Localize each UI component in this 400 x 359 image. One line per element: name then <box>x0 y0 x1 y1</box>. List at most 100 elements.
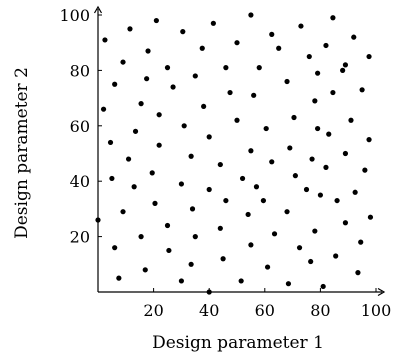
data-point <box>120 59 126 65</box>
data-point <box>330 15 336 21</box>
data-point <box>287 145 293 151</box>
data-point <box>100 106 107 112</box>
data-point <box>271 231 278 237</box>
data-point <box>263 125 269 132</box>
y-tick-label: 40 <box>70 172 90 191</box>
data-point <box>210 20 216 26</box>
data-point <box>144 76 150 82</box>
x-axis-title: Design parameter 1 <box>152 333 324 353</box>
data-point <box>348 117 354 123</box>
data-point <box>164 222 171 229</box>
x-tick-label: 40 <box>199 301 219 320</box>
data-point <box>112 245 118 251</box>
data-point <box>355 270 361 276</box>
data-point <box>181 123 187 129</box>
y-tick-label: 100 <box>59 6 90 25</box>
data-point <box>189 206 196 212</box>
x-tick-label: 60 <box>255 301 275 320</box>
data-point <box>284 209 290 215</box>
data-point <box>309 156 315 162</box>
data-point <box>333 253 339 259</box>
data-point <box>206 134 212 140</box>
data-point <box>358 239 364 245</box>
data-point <box>330 89 336 96</box>
data-point <box>192 73 198 79</box>
data-point <box>248 148 254 154</box>
data-point <box>276 45 282 51</box>
data-point <box>296 245 303 251</box>
data-point <box>116 275 122 281</box>
data-point <box>291 114 297 121</box>
data-point <box>284 78 290 85</box>
data-point <box>153 17 159 24</box>
data-point <box>178 181 184 187</box>
data-point <box>145 48 151 54</box>
data-point <box>201 103 207 110</box>
data-point <box>164 65 171 71</box>
data-point <box>366 137 372 143</box>
data-point <box>260 197 267 204</box>
axes <box>93 5 386 297</box>
data-point <box>303 186 310 193</box>
data-point <box>256 65 262 71</box>
data-point <box>180 29 186 35</box>
data-point <box>326 131 332 137</box>
data-point <box>351 34 357 40</box>
data-point <box>308 258 314 265</box>
data-point <box>317 192 323 198</box>
data-point <box>342 150 349 157</box>
data-point <box>102 37 108 43</box>
data-point <box>220 256 226 262</box>
data-point <box>131 184 137 190</box>
data-point <box>125 156 132 162</box>
x-tick-label: 100 <box>361 301 392 320</box>
data-point <box>366 53 372 60</box>
data-point <box>245 211 251 218</box>
data-point <box>188 261 194 267</box>
data-point <box>156 142 162 148</box>
data-point <box>269 159 275 165</box>
data-point <box>359 87 365 93</box>
data-point <box>112 81 118 87</box>
x-ticks: 20 40 60 80 100 <box>143 288 391 320</box>
data-point <box>269 31 275 37</box>
data-point <box>95 217 101 223</box>
data-point <box>138 101 144 107</box>
data-point <box>217 161 223 168</box>
data-point <box>248 12 254 18</box>
data-point <box>306 53 312 60</box>
data-point <box>223 197 229 204</box>
data-point <box>206 289 212 295</box>
data-point <box>223 65 229 71</box>
data-point <box>206 186 212 193</box>
data-point <box>251 92 257 98</box>
data-points <box>95 12 374 295</box>
data-point <box>298 23 304 29</box>
data-point <box>342 62 349 68</box>
data-point <box>312 228 318 234</box>
data-point <box>138 234 144 240</box>
data-point <box>315 70 321 76</box>
x-tick-label: 80 <box>310 301 330 320</box>
data-point <box>127 26 133 32</box>
data-point <box>342 220 349 226</box>
data-point <box>238 278 244 284</box>
data-point <box>253 184 260 190</box>
data-point <box>292 173 298 179</box>
data-point <box>320 283 326 290</box>
data-point <box>170 84 176 90</box>
data-point <box>323 42 329 49</box>
data-point <box>367 214 374 220</box>
data-point <box>234 40 240 46</box>
data-point <box>188 153 194 159</box>
x-axis-arrow <box>377 287 386 297</box>
y-axis-title: Design parameter 2 <box>12 67 32 239</box>
data-point <box>178 278 184 284</box>
data-point <box>352 189 358 195</box>
y-tick-label: 60 <box>70 117 90 136</box>
y-tick-label: 20 <box>70 228 90 247</box>
data-point <box>248 242 254 248</box>
data-point <box>142 267 148 273</box>
data-point <box>312 98 318 104</box>
